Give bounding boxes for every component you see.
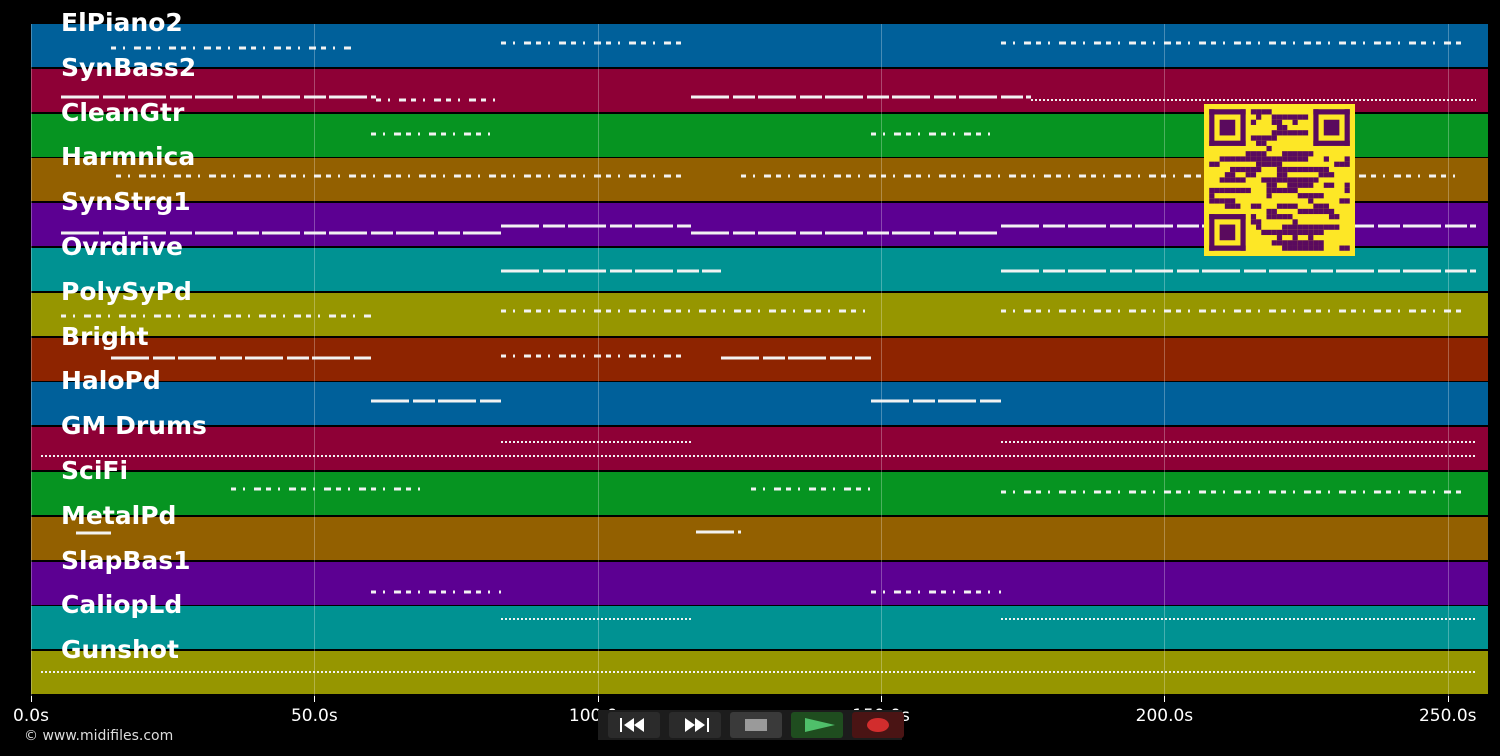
rewind-button[interactable] [608,712,660,738]
axis-tick [1447,696,1449,702]
note-pattern [41,441,1476,458]
axis-tick-label: 250.0s [1418,706,1477,726]
qr-code [1204,104,1355,256]
rewind-icon [620,718,644,732]
track-name: ElPiano2 [61,8,183,37]
note-pattern [371,590,1001,594]
track-name: Gunshot [61,635,179,665]
axis-tick [1164,696,1166,702]
play-icon [805,718,835,732]
track-lanes [31,24,1488,696]
axis-tick [314,696,316,702]
record-button[interactable] [852,712,904,738]
note-pattern [111,354,871,360]
track-name: HaloPd [61,366,161,396]
transport-controls [598,710,904,740]
track-lane[interactable] [31,292,1488,336]
grid-line [597,24,599,696]
fast-forward-icon [685,718,709,732]
note-pattern [371,132,996,136]
axis-tick [881,696,883,702]
grid-line [314,24,316,696]
track-lane[interactable] [31,382,1488,426]
track-name: GM Drums [61,411,207,441]
grid-line [1447,24,1449,696]
track-lane[interactable] [31,561,1488,605]
grid-line [881,24,883,696]
stop-button[interactable] [730,712,782,738]
axis-tick [597,696,599,702]
track-name: SynStrg1 [61,187,191,217]
track-name: SynBass2 [61,52,197,82]
axis-tick-label: 0.0s [13,706,49,726]
track-name: Harmnica [61,142,196,172]
axis-tick-label: 200.0s [1135,706,1194,726]
track-name: Bright [61,321,149,351]
track-name: SlapBas1 [61,545,191,575]
track-lane[interactable] [31,337,1488,381]
copyright-text: © www.midifiles.com [24,728,174,744]
note-pattern [61,95,1476,102]
note-pattern [111,41,1461,50]
track-name: SciFi [61,456,129,485]
track-lane[interactable] [31,651,1488,695]
track-name: CleanGtr [61,97,185,127]
play-button[interactable] [791,712,843,738]
grid-line [1164,24,1166,696]
track-lane[interactable] [31,427,1488,471]
note-pattern [371,399,1001,403]
track-lane[interactable] [31,516,1488,560]
track-name: Ovrdrive [61,232,183,261]
note-pattern [61,309,1461,318]
track-lane[interactable] [31,24,1488,67]
track-lane[interactable] [31,472,1488,515]
note-pattern [501,269,1476,273]
record-icon [867,718,889,732]
fast-forward-button[interactable] [669,712,721,738]
axis-tick-label: 50.0s [290,706,338,726]
note-pattern [501,618,1476,621]
grid-line [31,24,32,696]
track-lane[interactable] [31,606,1488,650]
track-name: PolySyPd [61,276,192,306]
track-name: CaliopLd [61,590,183,620]
note-pattern [41,671,1476,674]
note-pattern [76,530,741,535]
track-name: MetalPd [61,500,177,530]
stop-icon [745,719,767,731]
note-pattern [231,487,1461,494]
axis-tick [31,696,32,702]
